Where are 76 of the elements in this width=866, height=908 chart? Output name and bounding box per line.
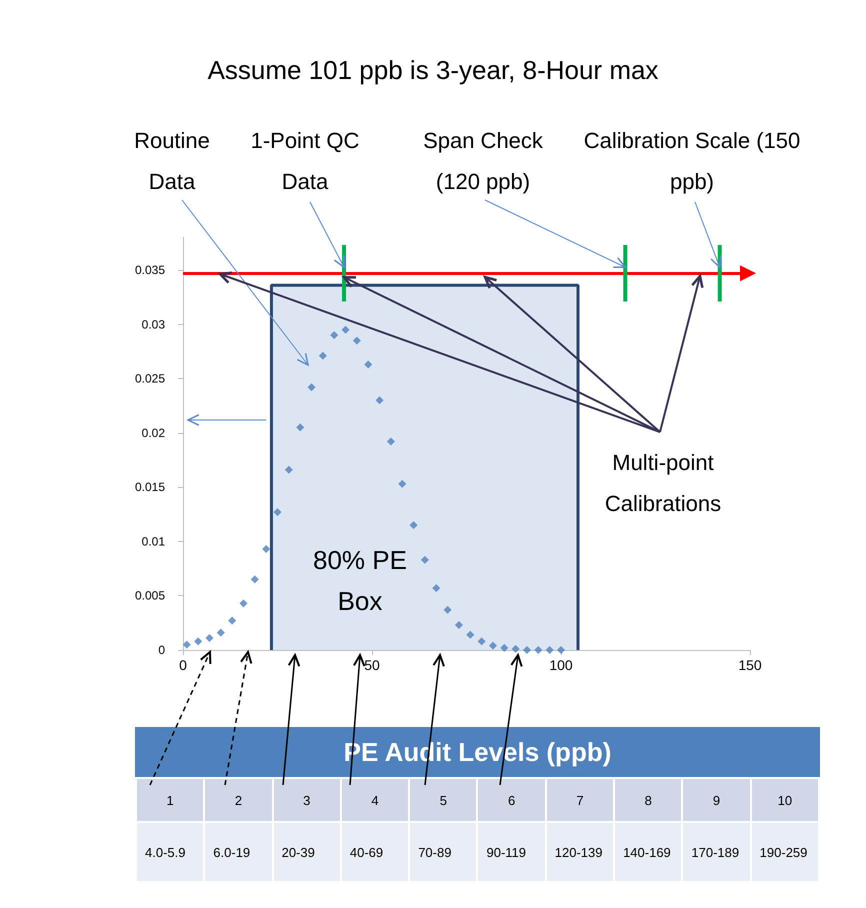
point [386, 438, 395, 446]
point [364, 360, 372, 368]
point [432, 584, 440, 592]
text: 8 [614, 778, 682, 822]
point [466, 630, 474, 639]
point [512, 644, 520, 653]
point [444, 606, 452, 614]
point [478, 637, 486, 646]
y-tick-label: 0 [158, 643, 166, 657]
point [342, 326, 350, 334]
text: 3 [272, 778, 341, 822]
text: 140-169 [614, 822, 682, 882]
text: 7 [546, 778, 614, 822]
text: Routine Data [133, 127, 211, 196]
point [296, 423, 304, 432]
point [488, 642, 497, 650]
point [352, 336, 361, 345]
text: 170-189 [682, 822, 751, 882]
point [262, 545, 270, 554]
text: 4 [340, 778, 410, 822]
point [239, 599, 248, 608]
text: 120-139 [546, 822, 614, 882]
text: 20-39 [272, 822, 341, 882]
text: 90-119 [477, 822, 546, 882]
x-tick-label: 150 [738, 657, 762, 673]
text: 2 [204, 778, 273, 822]
point [718, 271, 722, 276]
point [376, 396, 384, 404]
text: 9 [682, 778, 751, 822]
annotation: 1-Point QC Data [250, 127, 360, 196]
text: 40-69 [340, 822, 410, 882]
point [274, 508, 282, 516]
point [216, 628, 225, 637]
point [546, 646, 554, 654]
text: 6 [477, 778, 546, 822]
y-tick-label: 0.005 [134, 588, 166, 603]
point [318, 352, 327, 360]
text: 4.0-5.9 [136, 822, 204, 882]
point [194, 637, 202, 646]
point [342, 271, 346, 276]
point [205, 634, 214, 642]
y-tick-label: 0.025 [134, 372, 166, 386]
point [500, 644, 508, 652]
point [557, 646, 565, 654]
point [228, 616, 236, 625]
x-tick-label: 100 [549, 657, 573, 673]
point [308, 383, 316, 392]
y-tick-label: 0.035 [134, 263, 166, 277]
text: 10 [750, 778, 819, 822]
point [250, 575, 259, 584]
point [420, 556, 429, 564]
chart-title: Assume 101 ppb is 3-year, 8-Hour max [206, 54, 660, 87]
y-tick-label: 0.01 [142, 534, 166, 548]
point [522, 646, 531, 654]
point [182, 640, 191, 649]
point [410, 521, 418, 530]
point [454, 621, 463, 630]
annotation: 80% PE Box [312, 544, 408, 618]
point [284, 466, 293, 474]
text: 190-259 [750, 822, 819, 882]
text: 5 [409, 778, 478, 822]
point [623, 271, 628, 276]
text: 1 [136, 778, 204, 822]
point [330, 331, 338, 340]
annotation: Span Check (120 ppb) [422, 127, 544, 196]
y-tick-label: 0.03 [142, 317, 166, 332]
point [534, 646, 542, 654]
text: 6.0-19 [204, 822, 273, 882]
text: 70-89 [409, 822, 478, 882]
annotation: Multi-point Calibrations [604, 449, 722, 518]
y-tick-label: 0.02 [142, 426, 166, 440]
annotation: Calibration Scale (150 ppb) [582, 127, 802, 196]
y-tick-label: 0.015 [134, 480, 166, 494]
x-tick-label: 50 [364, 657, 380, 673]
point [398, 480, 406, 488]
x-tick-label: 0 [179, 657, 188, 673]
